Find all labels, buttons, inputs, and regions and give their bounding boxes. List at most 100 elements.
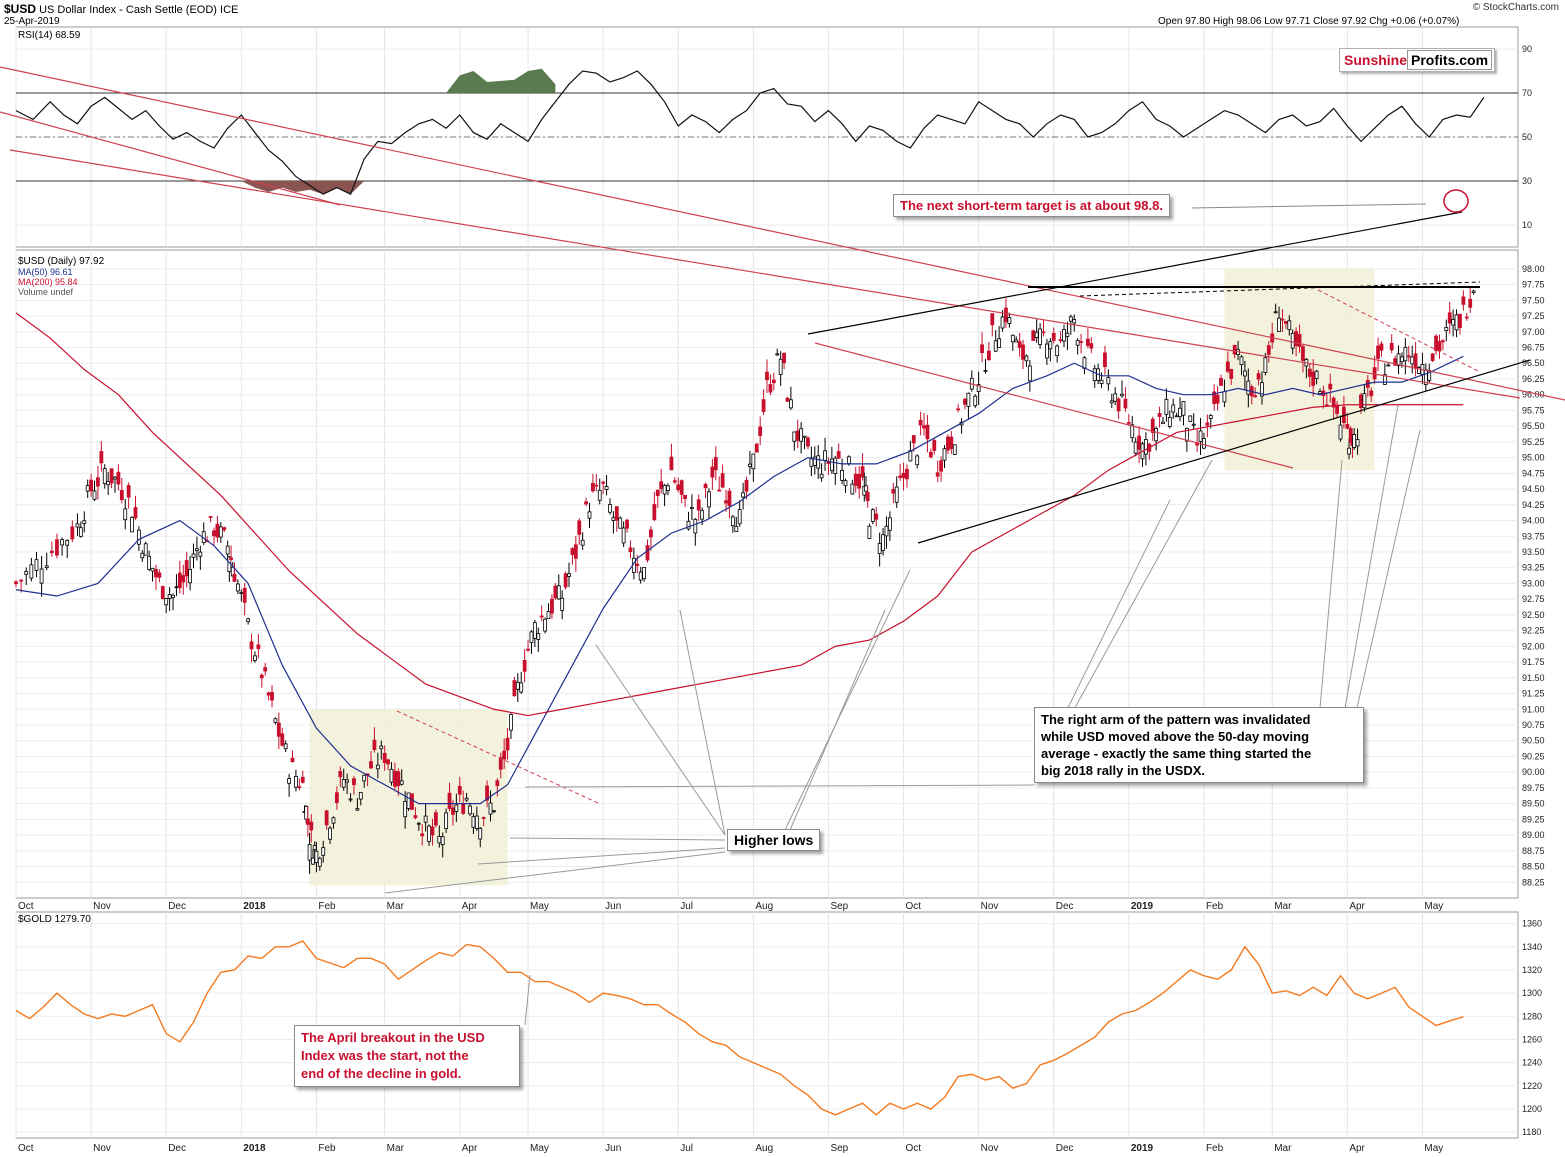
gold-x-tick-label: Feb <box>1206 1143 1224 1154</box>
usd-candle-body <box>328 827 332 840</box>
usd-candle-body <box>829 458 834 472</box>
usd-candle-body <box>703 483 708 489</box>
usd-candle-body <box>683 495 687 499</box>
callout-pointer <box>784 569 911 831</box>
usd-candle-body <box>1024 355 1029 362</box>
usd-candle-body <box>464 797 469 801</box>
usd-y-tick-label: 92.00 <box>1522 641 1545 651</box>
usd-candle-body <box>331 817 336 824</box>
usd-candle-body <box>1297 334 1302 347</box>
usd-candle-body <box>372 739 377 750</box>
usd-candle-body <box>570 548 575 556</box>
higher-lows-annotation: Higher lows <box>727 829 821 851</box>
usd-candle-body <box>536 633 541 640</box>
usd-y-tick-label: 94.50 <box>1522 484 1545 494</box>
usd-candle-body <box>840 469 844 481</box>
usd-candle-body <box>174 586 179 589</box>
ma200-legend: MA(200) 95.84 <box>18 277 78 287</box>
usd-candle-body <box>1174 415 1179 418</box>
usd-candle-body <box>1106 377 1111 385</box>
usd-candle-body <box>867 525 872 539</box>
usd-legend: $USD (Daily) 97.92 <box>18 256 105 267</box>
usd-candle-body <box>550 598 554 614</box>
usd-candle-body <box>1376 345 1380 359</box>
usd-candle-body <box>1045 343 1049 359</box>
usd-candle-body <box>918 419 923 426</box>
usd-candle-body <box>375 764 380 770</box>
usd-candle-body <box>556 585 561 600</box>
usd-candle-body <box>263 667 268 672</box>
usd-candle-body <box>1007 317 1012 324</box>
usd-candle-body <box>1215 394 1220 404</box>
usd-candle-body <box>526 648 530 651</box>
usd-candle-body <box>1369 390 1374 397</box>
usd-candle-body <box>765 371 769 381</box>
usd-candle-body <box>621 527 626 544</box>
gold-line <box>15 940 1464 1116</box>
usd-y-tick-label: 90.00 <box>1522 767 1545 777</box>
gold-y-tick-label: 1240 <box>1522 1058 1542 1068</box>
usd-candle-body <box>771 379 776 384</box>
usd-candle-body <box>85 485 90 492</box>
usd-candle-body <box>1471 290 1476 293</box>
usd-candle-body <box>922 425 926 429</box>
usd-candle-body <box>256 644 261 650</box>
usd-candle-body <box>877 543 882 554</box>
usd-candle-body <box>741 492 746 498</box>
usd-candle-body <box>1345 423 1350 429</box>
usd-candle-body <box>778 358 783 376</box>
usd-x-tick-label: 2018 <box>243 901 266 912</box>
usd-candle-body <box>1085 338 1090 346</box>
grid-layer <box>15 26 1519 1139</box>
gold-y-tick-label: 1300 <box>1522 988 1542 998</box>
usd-x-tick-label: Dec <box>168 901 186 912</box>
usd-y-tick-label: 94.25 <box>1522 500 1545 510</box>
usd-candle-body <box>707 491 711 508</box>
usd-candle-body <box>748 463 752 467</box>
usd-x-tick-label: Oct <box>18 901 34 912</box>
usd-y-tick-label: 92.50 <box>1522 610 1545 620</box>
usd-candle-body <box>690 507 694 509</box>
usd-candle-body <box>396 771 401 787</box>
usd-candle-body <box>311 857 315 865</box>
usd-candle-body <box>1338 424 1343 440</box>
usd-y-tick-label: 91.75 <box>1522 657 1545 667</box>
usd-candle-body <box>963 398 967 405</box>
chart-header: $USD US Dollar Index - Cash Settle (EOD)… <box>4 2 238 16</box>
rsi-panel <box>15 68 1518 196</box>
usd-candle-body <box>1099 379 1104 385</box>
rsi-y-tick-label: 10 <box>1522 220 1532 230</box>
overlay-lines <box>0 66 1565 1026</box>
usd-candle-body <box>775 353 780 356</box>
usd-candle-body <box>1051 332 1056 341</box>
usd-candle-body <box>659 481 664 490</box>
usd-candle-body <box>485 785 489 801</box>
usd-candle-body <box>249 641 254 650</box>
usd-candle-body <box>1318 391 1322 395</box>
usd-candle-body <box>218 526 223 538</box>
usd-candle-body <box>652 504 657 520</box>
usd-candle-body <box>635 563 640 567</box>
usd-candle-body <box>884 525 889 537</box>
usd-candle-body <box>253 655 257 661</box>
usd-candle-body <box>1058 339 1063 342</box>
usd-candle-body <box>433 812 438 826</box>
ma50-line <box>15 355 1464 805</box>
usd-candle-body <box>782 352 786 364</box>
usd-candle-body <box>870 509 875 522</box>
usd-candle-body <box>416 822 421 825</box>
usd-y-tick-label: 97.50 <box>1522 295 1545 305</box>
usd-candle-body <box>305 818 310 825</box>
usd-candle-body <box>874 513 879 520</box>
usd-candle-body <box>437 836 442 844</box>
target-circle <box>1443 189 1469 213</box>
usd-candle-body <box>785 397 790 402</box>
callout-pointer <box>477 847 726 865</box>
usd-candle-body <box>259 674 264 679</box>
usd-x-tick-label: Jun <box>605 901 621 912</box>
usd-candle-body <box>983 369 988 372</box>
usd-candle-body <box>816 455 821 469</box>
usd-candle-body <box>49 550 54 554</box>
usd-candle-body <box>539 615 544 618</box>
rsi-y-tick-label: 50 <box>1522 132 1532 142</box>
